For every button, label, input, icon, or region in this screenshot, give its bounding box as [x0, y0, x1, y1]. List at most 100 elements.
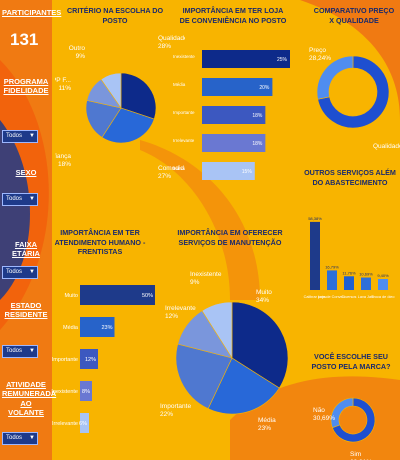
bar-value-label: 25% [277, 57, 288, 63]
chevron-down-icon: ▼ [29, 196, 35, 202]
slice-label-0: Sim69,31% [350, 451, 372, 460]
bar-category-label: Lava Jato [358, 295, 374, 299]
pie-slice-2 [85, 100, 122, 138]
chart-atendimento: Muito 50% Média 23% Importante 12% Inexistente… [51, 285, 155, 433]
pie-slice-0 [231, 301, 289, 389]
bar-category-label: Loja de Conve... [318, 295, 346, 299]
participants-label: PARTICIPANTES [2, 8, 62, 17]
pie-slice-1 [330, 397, 354, 429]
bar-category-label: Inexistente [51, 389, 78, 395]
chevron-down-icon: ▼ [29, 133, 35, 139]
bar-category-label: Irrelevante [173, 138, 195, 143]
bar-atendimento [80, 413, 89, 433]
slice-label-2: Confiança18% [55, 153, 71, 168]
slice-label-0: Muito 34% [256, 289, 272, 304]
bar-value-label: 16,79% [325, 264, 339, 269]
bar-category-label: Diversos [342, 295, 357, 299]
filter-label-estado: ESTADO RESIDENTE [4, 301, 48, 320]
bar-value-label: 9,40% [377, 273, 389, 278]
filter-select-sexo[interactable]: Todos ▼ [2, 193, 38, 206]
bar-atendimento [80, 317, 115, 337]
pie-slice-4 [201, 301, 233, 360]
bar-servicos [361, 277, 371, 290]
filter-label-programa: PROGRAMA FIDELIDADE [3, 77, 49, 96]
bar-category-label: Troca de óleo [371, 295, 394, 299]
slice-label-0: Qualidade C...28% [158, 35, 185, 50]
bar-category-label: Importante [52, 357, 78, 363]
bar-servicos [378, 279, 388, 290]
pie-slice-0 [120, 72, 157, 120]
bar-value-label: 11,76% [342, 270, 356, 275]
chart-title-loja: IMPORTÂNCIA EM TER LOJA DE CONVENIÊNCIA … [179, 6, 287, 25]
bar-value-label: 15% [242, 169, 253, 175]
bar-loja [202, 134, 266, 152]
bar-atendimento [80, 381, 92, 401]
pie-slice-1 [316, 55, 354, 100]
chevron-down-icon: ▼ [29, 348, 35, 354]
pie-slice-0 [332, 397, 376, 443]
bar-loja [202, 78, 273, 96]
pie-slice-4 [100, 72, 122, 109]
bar-atendimento [80, 349, 98, 369]
slice-label-0: Qualidade71,76% [373, 143, 400, 150]
chart-title-criterio: CRITÉRIO NA ESCOLHA DO POSTO [66, 6, 164, 25]
bar-loja [202, 162, 255, 180]
chart-title-manutencao: IMPORTÂNCIA EM OFERECER SERVIÇOS DE MANU… [177, 228, 283, 247]
slice-label-4: Outro 9% [69, 45, 86, 60]
bar-category-label: Inexistente [173, 54, 195, 59]
bar-value-label: 23% [101, 325, 112, 331]
chevron-down-icon: ▼ [29, 269, 35, 275]
chart-loja: Inexistente 25% Média 20% Importante 18% Irrel… [173, 50, 290, 180]
bar-category-label: Irrelevante [52, 421, 78, 427]
slice-label-1: Média 23% [258, 417, 276, 432]
participants-count: 131 [10, 30, 39, 49]
bar-servicos [310, 221, 320, 290]
filter-select-programa[interactable]: Todos ▼ [2, 130, 38, 143]
bar-category-label: Muito [173, 166, 185, 171]
bar-value-label: 6% [79, 421, 87, 427]
bar-category-label: Calibrar pneu [304, 295, 327, 299]
bar-servicos [344, 276, 354, 290]
slice-label-1: Preço 28,24% [309, 47, 331, 62]
bar-value-label: 10,69% [359, 272, 373, 277]
bar-value-label: 18% [252, 113, 263, 119]
chart-title-atendimento: IMPORTÂNCIA EM TER ATENDIMENTO HUMANO - … [54, 228, 146, 257]
filter-select-estado[interactable]: Todos ▼ [2, 345, 38, 358]
bar-servicos [327, 270, 337, 290]
chart-servicos: 58,38% Calibrar pneu 16,79% Loja de Conve..… [304, 216, 395, 299]
filter-label-atividade: ATIVIDADE REMUNERADA AO VOLANTE [2, 380, 57, 418]
bar-value-label: 58,38% [308, 216, 322, 221]
slice-label-4: Inexistente 9% [190, 271, 222, 286]
chart-title-preco: COMPARATIVO PREÇO X QUALIDADE [313, 6, 395, 25]
filter-select-atividade[interactable]: Todos ▼ [2, 432, 38, 445]
bar-category-label: Importante [173, 110, 195, 115]
bar-value-label: 20% [259, 85, 270, 91]
bar-category-label: Média [173, 82, 186, 87]
chart-title-servicos: OUTROS SERVIÇOS ALÉM DO ABASTECIMENTO [304, 168, 396, 187]
filter-label-sexo: SEXO [15, 168, 37, 177]
bar-loja [202, 50, 290, 68]
pie-slice-0 [317, 55, 390, 129]
bar-category-label: Média [63, 325, 79, 331]
filter-select-faixa-etaria[interactable]: Todos ▼ [2, 266, 38, 279]
slice-label-1: Não 30,69% [313, 407, 335, 422]
filter-label-faixa-etaria: FAIXA ETÁRIA [12, 240, 40, 259]
bar-value-label: 18% [252, 141, 263, 147]
slice-label-3: APP F...11% [55, 77, 71, 92]
bar-category-label: Muito [65, 293, 78, 299]
bar-loja [202, 106, 266, 124]
slice-label-2: Importante 22% [160, 403, 191, 418]
chart-criterio: Qualidade C...28% Comodidade27% Confiança1… [55, 35, 185, 180]
chevron-down-icon: ▼ [29, 435, 35, 441]
pie-slice-1 [101, 107, 155, 144]
pie-slice-2 [175, 343, 233, 410]
chart-manutencao: Muito 34% Média 23% Importante 22% Irrelevante… [160, 271, 289, 432]
slice-label-1: Comodidade27% [158, 165, 185, 180]
bar-value-label: 50% [142, 293, 153, 299]
bar-value-label: 12% [85, 357, 96, 363]
bar-atendimento [80, 285, 155, 305]
slice-label-3: Irrelevante 12% [165, 305, 196, 320]
chart-title-marca: VOCÊ ESCOLHE SEU POSTO PELA MARCA? [311, 352, 391, 371]
